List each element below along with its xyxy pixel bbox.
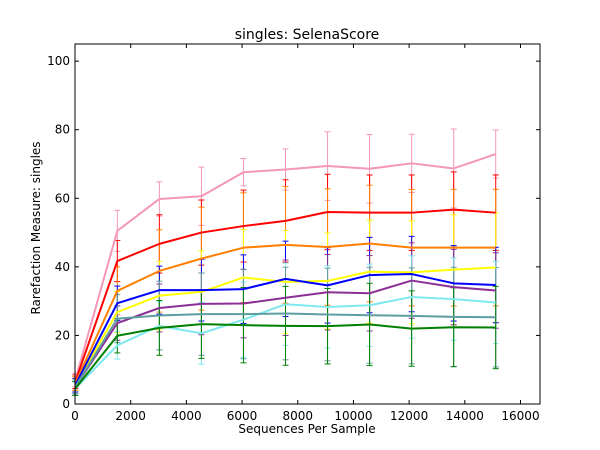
y-tick-label: 0 (62, 397, 70, 411)
series-line-6 (74, 296, 496, 390)
x-tick-label: 14000 (446, 409, 484, 423)
x-tick-label: 2000 (115, 409, 146, 423)
x-tick-label: 4000 (171, 409, 202, 423)
series-line-3 (74, 266, 496, 386)
y-tick-label: 20 (55, 328, 70, 342)
series-line-0 (74, 153, 497, 381)
chart-title: singles: SelenaScore (235, 27, 380, 43)
y-tick-label: 40 (55, 260, 70, 274)
x-tick-label: 8000 (282, 409, 313, 423)
series-8-errorbars (72, 282, 499, 396)
plot-layer (72, 128, 499, 396)
x-tick-label: 16000 (501, 409, 539, 423)
y-axis-label: Rarefaction Measure: singles (29, 141, 43, 314)
x-tick-label: 0 (71, 409, 79, 423)
ticks-layer: 0 2000 4000 6000 8000 10000 12000 14000 16000 0 20… (47, 44, 540, 423)
series-line-5 (74, 279, 496, 388)
x-tick-label: 12000 (390, 409, 428, 423)
series-line-4 (74, 273, 496, 386)
x-tick-label: 6000 (227, 409, 258, 423)
y-tick-label: 80 (55, 123, 70, 137)
plot-frame (74, 43, 541, 405)
series-line-1 (74, 208, 496, 383)
series-line-8 (74, 323, 496, 390)
series-line-7 (74, 312, 496, 388)
x-axis-label: Sequences Per Sample (238, 422, 375, 436)
series-line-2 (74, 242, 496, 384)
y-tick-label: 60 (55, 191, 70, 205)
x-tick-label: 10000 (334, 409, 372, 423)
y-tick-label: 100 (47, 54, 70, 68)
